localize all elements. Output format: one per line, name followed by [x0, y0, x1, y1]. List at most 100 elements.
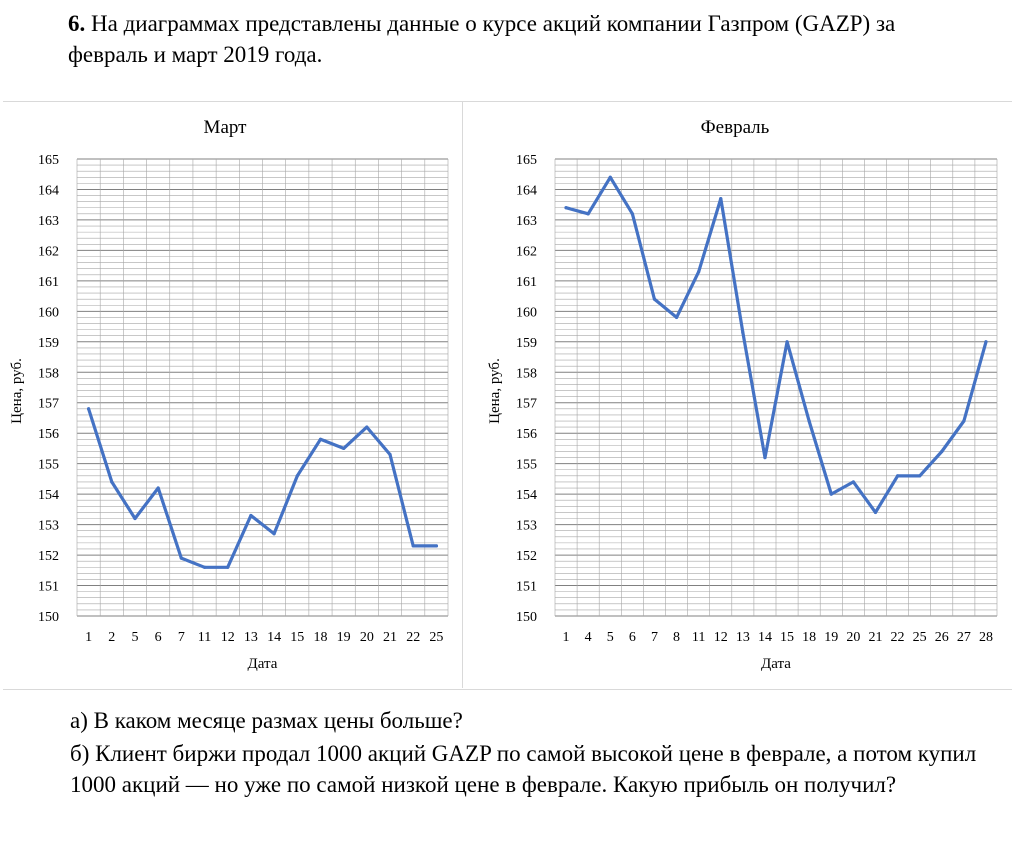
data-point: [564, 206, 568, 210]
x-tick-label: 28: [979, 630, 993, 645]
x-tick-label: 12: [221, 630, 235, 645]
x-tick-label: 19: [824, 630, 838, 645]
x-tick-label: 6: [155, 630, 162, 645]
y-axis-label: Цена, руб.: [9, 358, 25, 424]
data-point: [741, 331, 745, 335]
y-tick-label: 153: [38, 519, 59, 534]
x-tick-label: 13: [244, 630, 258, 645]
x-tick-label: 5: [131, 630, 138, 645]
x-tick-label: 8: [673, 630, 680, 645]
y-tick-label: 161: [516, 275, 537, 290]
data-point: [674, 315, 679, 320]
x-tick-label: 22: [406, 630, 420, 645]
x-tick-label: 14: [758, 630, 772, 645]
problem-statement: 6. На диаграммах представлены данные о к…: [68, 8, 968, 70]
data-point: [202, 565, 207, 569]
y-tick-label: 159: [516, 336, 537, 351]
y-tick-label: 152: [38, 549, 59, 564]
y-tick-label: 160: [38, 305, 59, 320]
data-point: [226, 565, 230, 569]
x-tick-label: 7: [178, 630, 185, 645]
y-tick-label: 165: [516, 153, 537, 168]
y-tick-label: 163: [516, 214, 537, 229]
chart-title: Март: [204, 117, 248, 138]
x-tick-label: 18: [313, 630, 327, 645]
data-point: [608, 175, 612, 179]
x-tick-label: 7: [651, 630, 658, 645]
question-b: б) Клиент биржи продал 1000 акций GAZP п…: [70, 741, 977, 797]
y-tick-label: 155: [38, 458, 59, 473]
data-point: [984, 340, 988, 344]
x-tick-label: 21: [383, 630, 397, 645]
y-tick-label: 154: [516, 488, 537, 503]
data-point: [763, 455, 767, 460]
y-tick-label: 154: [38, 488, 59, 503]
price-line: [86, 407, 438, 569]
problem-number: 6.: [68, 11, 86, 36]
data-point: [630, 212, 634, 216]
y-tick-label: 156: [516, 427, 537, 442]
data-point: [365, 425, 369, 429]
x-axis-label: Дата: [761, 656, 791, 672]
data-point: [719, 197, 723, 201]
charts-divider: [462, 101, 463, 688]
y-tick-label: 160: [516, 305, 537, 320]
data-point: [249, 513, 253, 518]
y-tick-label: 162: [38, 244, 59, 259]
data-point: [829, 492, 833, 496]
data-point: [295, 474, 299, 478]
x-tick-label: 5: [607, 630, 614, 645]
y-tick-label: 155: [516, 458, 537, 473]
x-tick-label: 26: [935, 630, 949, 645]
price-line: [564, 175, 988, 514]
x-axis-label: Дата: [248, 656, 278, 672]
y-tick-label: 151: [38, 580, 59, 595]
data-point: [342, 446, 346, 451]
x-tick-label: 18: [802, 630, 816, 645]
x-tick-label: 13: [736, 630, 750, 645]
x-tick-label: 1: [563, 630, 570, 645]
y-tick-label: 152: [516, 549, 537, 564]
y-tick-label: 159: [38, 336, 59, 351]
y-tick-label: 156: [38, 427, 59, 442]
data-point: [388, 452, 392, 457]
y-tick-label: 158: [38, 366, 59, 381]
y-tick-label: 157: [38, 397, 59, 412]
x-tick-label: 15: [290, 630, 304, 645]
x-tick-label: 4: [585, 630, 592, 645]
y-tick-label: 164: [516, 183, 537, 198]
data-point: [86, 407, 91, 411]
y-tick-label: 164: [38, 183, 59, 198]
questions: а) В каком месяце размах цены больше? б)…: [70, 705, 990, 802]
y-tick-label: 165: [38, 153, 59, 168]
data-point: [873, 510, 878, 515]
x-tick-label: 12: [714, 630, 728, 645]
x-tick-label: 2: [108, 630, 115, 645]
data-point: [697, 270, 701, 274]
y-tick-label: 161: [38, 275, 59, 290]
x-tick-label: 22: [891, 630, 905, 645]
data-point: [918, 474, 922, 478]
x-tick-label: 11: [692, 630, 705, 645]
data-point: [434, 544, 439, 548]
data-point: [851, 480, 855, 484]
data-point: [807, 419, 811, 423]
y-tick-label: 153: [516, 519, 537, 534]
march-chart: 1501511521531541551561571581591601611621…: [9, 117, 449, 672]
data-point: [110, 480, 114, 484]
data-point: [586, 212, 590, 216]
data-point: [156, 486, 160, 490]
data-point: [411, 544, 415, 548]
data-point: [962, 419, 966, 423]
data-point: [133, 516, 137, 521]
question-a: а) В каком месяце размах цены больше?: [70, 708, 463, 733]
data-point: [785, 340, 789, 344]
x-tick-label: 20: [360, 630, 374, 645]
x-tick-label: 19: [337, 630, 351, 645]
data-point: [652, 297, 657, 301]
x-tick-label: 6: [629, 630, 636, 645]
february-chart: 1501511521531541551561571581591601611621…: [487, 117, 998, 672]
y-tick-label: 150: [38, 610, 59, 625]
y-tick-label: 162: [516, 244, 537, 259]
x-tick-label: 15: [780, 630, 794, 645]
